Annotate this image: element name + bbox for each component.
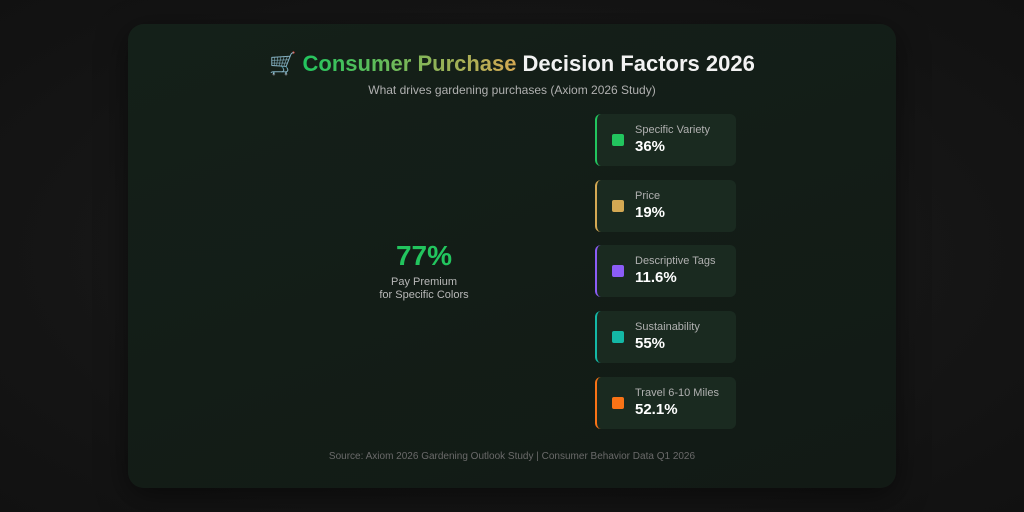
factor-swatch: [612, 331, 624, 344]
factor-value: 19%: [635, 203, 666, 221]
title: 🛒 Consumer Purchase Decision Factors 2026: [128, 51, 896, 77]
factor-label: Descriptive Tags: [635, 255, 716, 268]
footer: Source: Axiom 2026 Gardening Outlook Stu…: [328, 451, 696, 462]
title-rest: Decision Factors 2026: [522, 51, 755, 76]
factor-label: Sustainability: [635, 321, 700, 334]
factor-label: Specific Variety: [635, 124, 710, 136]
factor-value: 55%: [635, 335, 666, 353]
stat-value: 77%: [395, 240, 453, 271]
highlight-stat: 77% Pay Premium for Specific Colors: [324, 240, 524, 302]
factor-value: 52.1%: [635, 400, 678, 418]
factor-swatch: [612, 265, 624, 278]
factor-card: Travel 6-10 Miles 52.1%: [595, 376, 736, 429]
factor-swatch: [612, 134, 624, 146]
factor-card: Specific Variety 36%: [595, 114, 736, 166]
factor-value: 11.6%: [635, 269, 677, 287]
subtitle: What drives gardening purchases (Axiom 2…: [368, 83, 656, 97]
factor-swatch: [612, 199, 624, 212]
card: 🛒 Consumer Purchase Decision Factors 2026 …: [128, 24, 896, 488]
factor-label: Price: [635, 189, 661, 202]
factor-card: Price 19%: [595, 179, 736, 232]
factor-card: Sustainability 55%: [595, 311, 736, 364]
stat-label: Pay Premium for Specific Colors: [379, 276, 469, 301]
title-icon: 🛒: [269, 51, 297, 76]
factor-label: Travel 6-10 Miles: [635, 386, 719, 399]
title-highlight: Consumer Purchase: [302, 51, 517, 76]
factor-swatch: [612, 396, 624, 409]
factor-value: 36%: [635, 138, 666, 155]
factor-card: Descriptive Tags 11.6%: [595, 245, 736, 298]
